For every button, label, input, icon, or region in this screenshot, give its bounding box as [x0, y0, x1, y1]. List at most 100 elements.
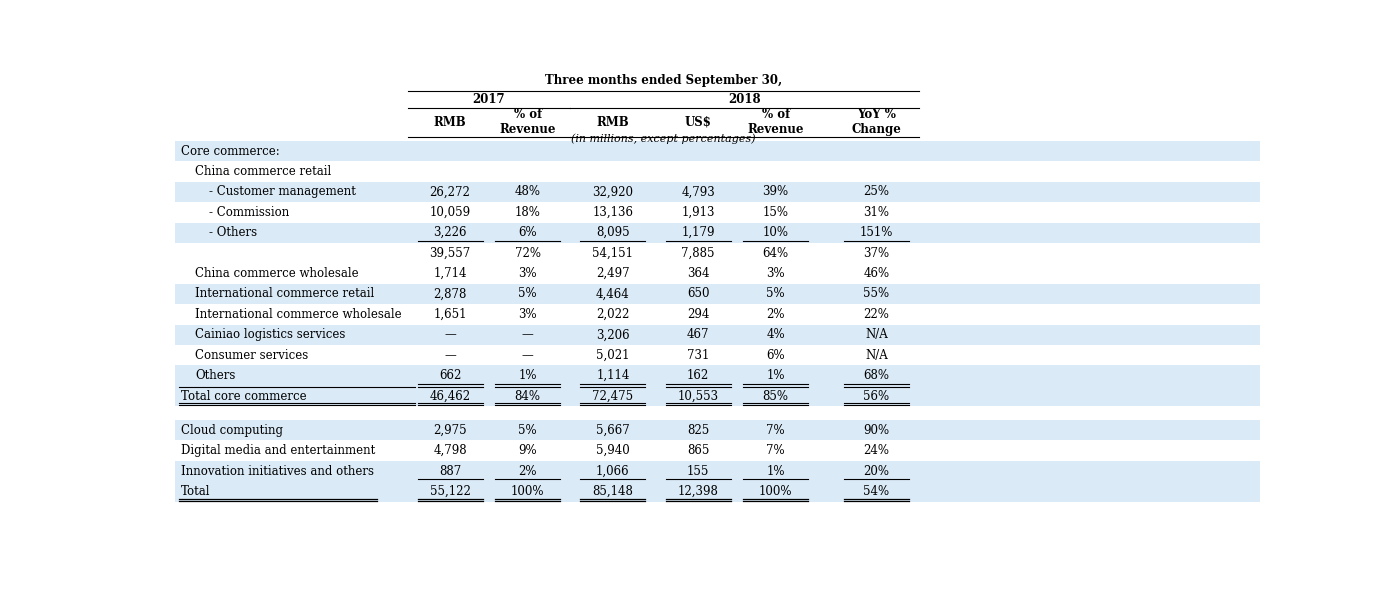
Text: 7%: 7% [766, 424, 785, 437]
Text: 46,462: 46,462 [430, 389, 470, 402]
Text: 90%: 90% [864, 424, 889, 437]
Text: 887: 887 [440, 464, 461, 478]
Bar [175, 243, 1260, 263]
Text: International commerce wholesale: International commerce wholesale [195, 308, 402, 321]
Bar [175, 325, 1260, 345]
Text: 72%: 72% [515, 247, 540, 260]
Text: 20%: 20% [864, 464, 889, 478]
Bar [175, 161, 1260, 181]
Text: —: — [522, 349, 533, 362]
Text: RMB: RMB [434, 116, 466, 129]
Text: 6%: 6% [766, 349, 785, 362]
Text: 364: 364 [687, 267, 710, 280]
Text: 4%: 4% [766, 328, 785, 341]
Text: N/A: N/A [865, 328, 888, 341]
Text: 5,667: 5,667 [596, 424, 630, 437]
Text: 3,226: 3,226 [434, 226, 466, 239]
Text: 37%: 37% [864, 247, 889, 260]
Text: 1,114: 1,114 [596, 369, 630, 382]
Text: 85,148: 85,148 [592, 485, 633, 498]
Text: 39%: 39% [763, 186, 788, 198]
Bar [175, 386, 1260, 406]
Text: Cainiao logistics services: Cainiao logistics services [195, 328, 346, 341]
Text: —: — [444, 328, 456, 341]
Text: 1%: 1% [766, 464, 785, 478]
Text: 48%: 48% [515, 186, 540, 198]
Text: International commerce retail: International commerce retail [195, 288, 374, 300]
Text: N/A: N/A [865, 349, 888, 362]
Text: 3%: 3% [518, 267, 538, 280]
Text: 10,059: 10,059 [430, 206, 470, 219]
Text: 4,793: 4,793 [682, 186, 715, 198]
Text: % of
Revenue: % of Revenue [500, 109, 556, 137]
Text: 4,798: 4,798 [434, 444, 468, 457]
Text: 1%: 1% [766, 369, 785, 382]
Text: 5%: 5% [766, 288, 785, 300]
Text: 55%: 55% [864, 288, 889, 300]
Bar [175, 365, 1260, 386]
Text: —: — [522, 328, 533, 341]
Text: 12,398: 12,398 [678, 485, 718, 498]
Text: 9%: 9% [518, 444, 538, 457]
Text: 5%: 5% [518, 288, 538, 300]
Text: 1,651: 1,651 [434, 308, 466, 321]
Text: % of
Revenue: % of Revenue [748, 109, 804, 137]
Text: 2017: 2017 [473, 93, 505, 106]
Text: 46%: 46% [864, 267, 889, 280]
Text: 1,714: 1,714 [434, 267, 466, 280]
Bar [175, 461, 1260, 481]
Text: 8,095: 8,095 [596, 226, 630, 239]
Text: (in millions, except percentages): (in millions, except percentages) [571, 134, 756, 144]
Text: Others: Others [195, 369, 235, 382]
Text: 54%: 54% [864, 485, 889, 498]
Text: 825: 825 [687, 424, 710, 437]
Text: 26,272: 26,272 [430, 186, 470, 198]
Text: 3%: 3% [766, 267, 785, 280]
Text: 294: 294 [687, 308, 710, 321]
Text: 13,136: 13,136 [592, 206, 633, 219]
Text: 2,022: 2,022 [596, 308, 630, 321]
Text: 162: 162 [687, 369, 710, 382]
Text: 1,179: 1,179 [682, 226, 715, 239]
Bar [175, 304, 1260, 325]
Text: 2018: 2018 [728, 93, 762, 106]
Bar [175, 481, 1260, 501]
Text: 54,151: 54,151 [592, 247, 633, 260]
Text: 2%: 2% [766, 308, 785, 321]
Text: 64%: 64% [763, 247, 788, 260]
Text: 25%: 25% [864, 186, 889, 198]
Text: China commerce wholesale: China commerce wholesale [195, 267, 358, 280]
Bar [175, 263, 1260, 284]
Text: 84%: 84% [515, 389, 540, 402]
Bar [175, 441, 1260, 461]
Text: 22%: 22% [864, 308, 889, 321]
Text: 2,878: 2,878 [434, 288, 466, 300]
Text: 100%: 100% [759, 485, 792, 498]
Text: 155: 155 [687, 464, 710, 478]
Text: - Customer management: - Customer management [209, 186, 356, 198]
Text: 55,122: 55,122 [430, 485, 470, 498]
Text: 31%: 31% [864, 206, 889, 219]
Bar [175, 223, 1260, 243]
Text: 7%: 7% [766, 444, 785, 457]
Text: 865: 865 [687, 444, 710, 457]
Text: 3%: 3% [518, 308, 538, 321]
Text: - Commission: - Commission [209, 206, 290, 219]
Text: 72,475: 72,475 [592, 389, 633, 402]
Text: 2%: 2% [518, 464, 536, 478]
Text: 1,066: 1,066 [596, 464, 630, 478]
Text: Digital media and entertainment: Digital media and entertainment [181, 444, 375, 457]
Text: 4,464: 4,464 [596, 288, 630, 300]
Bar [175, 284, 1260, 304]
Text: 32,920: 32,920 [592, 186, 633, 198]
Text: 5,021: 5,021 [596, 349, 630, 362]
Text: 24%: 24% [864, 444, 889, 457]
Text: 5%: 5% [518, 424, 538, 437]
Text: 68%: 68% [864, 369, 889, 382]
Bar [175, 420, 1260, 441]
Bar [175, 181, 1260, 202]
Bar [175, 141, 1260, 161]
Bar [175, 202, 1260, 223]
Text: Consumer services: Consumer services [195, 349, 308, 362]
Text: - Others: - Others [209, 226, 258, 239]
